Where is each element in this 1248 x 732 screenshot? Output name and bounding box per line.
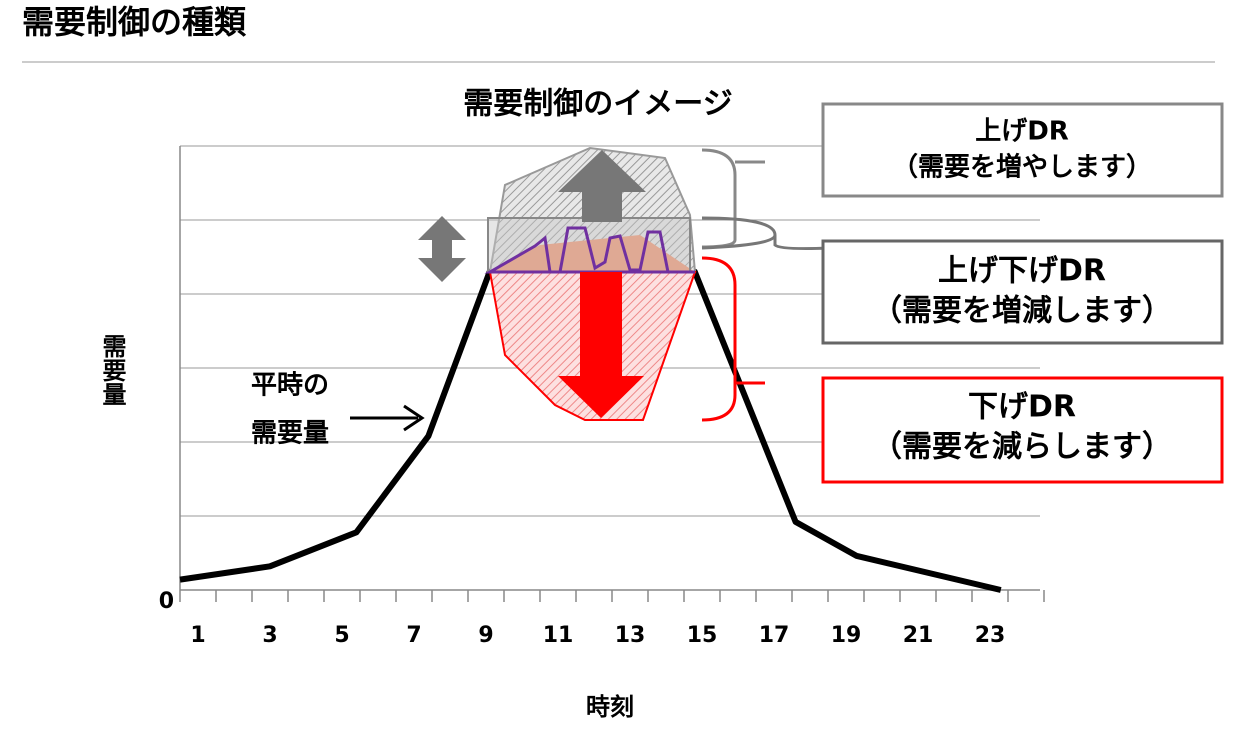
x-tick-label: 21 <box>903 623 934 648</box>
box-title: 下げDR <box>968 390 1076 425</box>
x-tick-label: 5 <box>334 623 349 648</box>
x-tick-label: 3 <box>262 623 277 648</box>
slide-title: 需要制御の種類 <box>22 3 247 41</box>
raise-brace <box>701 148 765 249</box>
annotation: 平時の <box>251 371 329 401</box>
x-tick-label: 11 <box>543 623 574 648</box>
chart-title: 需要制御のイメージ <box>463 87 732 122</box>
overlay: 平時の 需要量 上げDR （需要を増やします） 上げ下げDR （需要を増減します… <box>251 102 1224 484</box>
lower-arrow <box>558 272 644 418</box>
box-note: （需要を増やします） <box>892 153 1152 183</box>
raise-arrow <box>558 150 646 222</box>
lower-brace <box>701 256 765 422</box>
annotation-arrow-head <box>403 404 425 432</box>
x-axis-label: 時刻 <box>586 693 634 721</box>
x-tick-label: 19 <box>831 623 862 648</box>
box <box>821 376 1224 484</box>
annotation: 需要量 <box>251 419 329 449</box>
x-tick-label: 1 <box>190 623 205 648</box>
x-tick-label: 7 <box>406 623 421 648</box>
shift-brace <box>701 216 831 251</box>
box-title: 上げ下げDR <box>938 254 1106 289</box>
box <box>821 102 1224 198</box>
x-tick-label: 15 <box>687 623 718 648</box>
box <box>821 239 1224 345</box>
y-tick-label: 0 <box>159 589 174 614</box>
x-tick-label: 13 <box>615 623 646 648</box>
box-title: 上げDR <box>975 117 1069 147</box>
y-axis-label: 需要量 <box>98 334 126 406</box>
shift-arrow <box>418 216 466 282</box>
box-note: （需要を増減します） <box>872 294 1172 329</box>
shift-line <box>484 226 695 274</box>
x-tick-label: 9 <box>478 623 493 648</box>
box-note: （需要を減らします） <box>872 430 1172 465</box>
x-tick-label: 23 <box>975 623 1006 648</box>
x-tick-label: 17 <box>759 623 790 648</box>
